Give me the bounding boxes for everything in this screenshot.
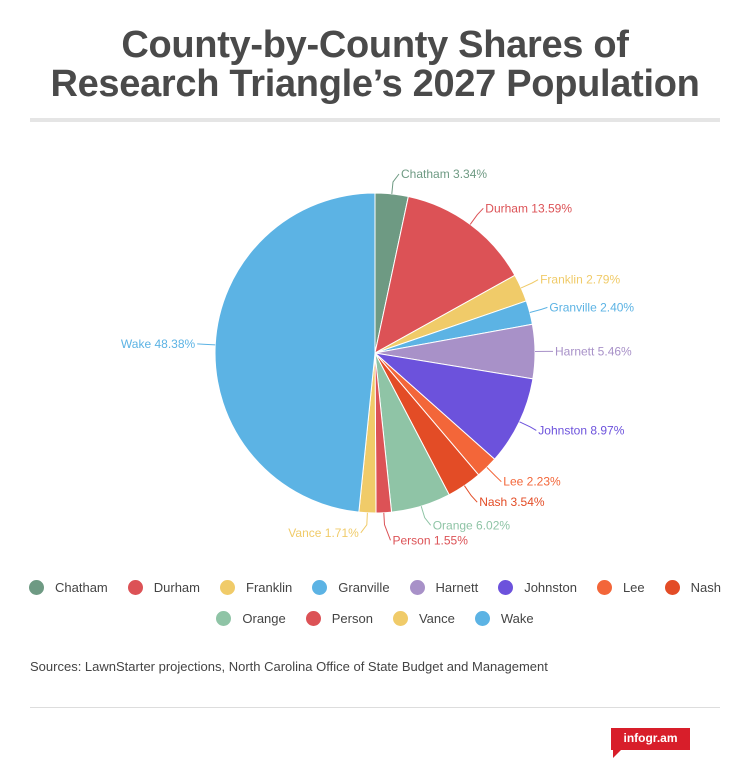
pie-slice-wake[interactable] [214, 192, 376, 513]
leader-line-wake [197, 343, 216, 346]
title-divider [30, 118, 720, 122]
legend-label: Orange [242, 611, 286, 626]
chart-title-line-1: County-by-County Shares of [121, 24, 629, 66]
leader-line-franklin [520, 279, 539, 289]
legend-item-durham[interactable]: Durham [127, 580, 200, 595]
legend-swatch [305, 611, 321, 626]
legend-label: Lee [622, 580, 645, 595]
legend-label: Wake [500, 611, 534, 626]
legend-swatch [474, 611, 490, 626]
legend-swatch [392, 611, 408, 626]
pie-slice-johnston[interactable] [373, 352, 534, 460]
leader-line-orange [420, 506, 432, 526]
slice-label-vance: Vance 1.71% [288, 526, 359, 540]
legend-item-person[interactable]: Person [305, 611, 373, 626]
legend-item-johnston[interactable]: Johnston [498, 580, 577, 595]
legend-item-chatham[interactable]: Chatham [29, 580, 108, 595]
chart-legend: Chatham Durham Franklin Granville Harnett Joh… [29, 572, 722, 634]
legend-swatch [127, 580, 143, 595]
legend-label: Chatham [55, 580, 108, 595]
legend-swatch [29, 580, 44, 595]
legend-swatch [664, 580, 680, 595]
legend-swatch [596, 580, 612, 595]
legend-label: Nash [690, 580, 722, 595]
slice-label-granville: Granville 2.40% [549, 300, 634, 314]
leader-line-vance [360, 512, 368, 534]
legend-swatch [312, 580, 328, 595]
legend-label: Harnett [435, 580, 479, 595]
legend-swatch [409, 580, 425, 595]
legend-label: Johnston [524, 580, 577, 595]
legend-row: Chatham Durham Franklin Granville Harnett Joh… [29, 572, 722, 603]
slice-label-johnston: Johnston 8.97% [538, 423, 624, 437]
leader-line-person [383, 512, 391, 541]
legend-item-nash[interactable]: Nash [664, 580, 722, 595]
sources-note: Sources: LawnStarter projections, North … [30, 659, 548, 674]
legend-item-lee[interactable]: Lee [596, 580, 645, 595]
chart-title-line-2: Research Triangle’s 2027 Population [50, 63, 700, 105]
leader-line-durham [469, 207, 484, 225]
legend-label: Person [331, 611, 373, 626]
legend-item-vance[interactable]: Vance [392, 611, 455, 626]
slice-label-nash: Nash 3.54% [479, 495, 545, 509]
legend-label: Granville [338, 580, 390, 595]
legend-swatch [498, 580, 514, 595]
slice-label-harnett: Harnett 5.46% [555, 344, 632, 358]
slice-label-person: Person 1.55% [393, 533, 469, 547]
legend-item-franklin[interactable]: Franklin [220, 580, 292, 595]
legend-item-wake[interactable]: Wake [474, 611, 534, 626]
slice-label-lee: Lee 2.23% [503, 475, 561, 489]
footer-divider [30, 707, 720, 708]
logo-box [611, 728, 690, 750]
legend-item-granville[interactable]: Granville [312, 580, 390, 595]
legend-item-harnett[interactable]: Harnett [409, 580, 479, 595]
legend-label: Durham [153, 580, 200, 595]
leader-line-johnston [519, 421, 537, 431]
legend-label: Franklin [246, 580, 293, 595]
leader-line-nash [463, 485, 478, 503]
slice-label-chatham: Chatham 3.34% [401, 167, 487, 181]
chart-title: County-by-County Shares of Research Tria… [0, 26, 750, 104]
slice-label-durham: Durham 13.59% [485, 201, 572, 215]
legend-row: Orange Person Vance Wake [30, 603, 720, 634]
slice-label-franklin: Franklin 2.79% [540, 273, 620, 287]
logo-tail [613, 748, 623, 758]
logo-text: infogr.am [623, 731, 678, 745]
pie-chart: Chatham 3.34% Durham 13.59% Franklin 2.79%… [121, 167, 635, 547]
legend-item-orange[interactable]: Orange [216, 611, 286, 626]
slice-label-wake: Wake 48.38% [121, 337, 196, 351]
leader-line-lee [486, 467, 502, 483]
infogram-logo[interactable]: infogr.am [611, 728, 690, 758]
pie-slice-durham[interactable] [374, 195, 516, 354]
legend-swatch [220, 580, 235, 595]
legend-swatch [216, 611, 232, 626]
legend-label: Vance [418, 611, 455, 626]
slice-label-orange: Orange 6.02% [433, 518, 511, 532]
leader-line-granville [529, 306, 548, 313]
leader-line-chatham [391, 173, 400, 194]
